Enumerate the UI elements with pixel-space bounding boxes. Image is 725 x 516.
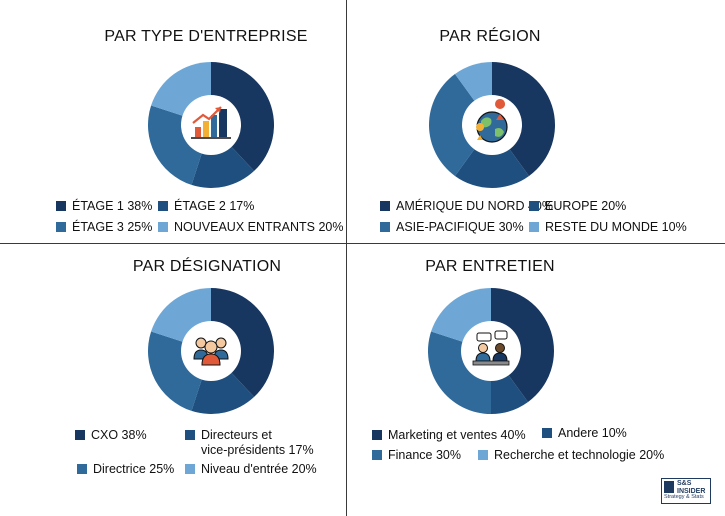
logo-tagline: Strategy & Stats <box>664 494 704 500</box>
brand-logo: S&S INSIDER Strategy & Stats <box>661 478 711 504</box>
vertical-divider <box>346 0 347 516</box>
globe-location-icon <box>476 99 508 143</box>
legend-swatch <box>542 428 552 438</box>
chart-title-type-entreprise: PAR TYPE D'ENTREPRISE <box>104 28 308 45</box>
donut-chart-type-entreprise <box>148 62 274 188</box>
donut-chart-designation <box>148 288 274 414</box>
donut-slice-1 <box>491 288 554 402</box>
legend-swatch <box>529 222 539 232</box>
legend-swatch <box>478 450 488 460</box>
legend-swatch <box>56 201 66 211</box>
legend-label: Finance 30% <box>388 448 461 462</box>
legend-label: Recherche et technologie 20% <box>494 448 665 462</box>
chart-title-region: PAR RÉGION <box>439 28 541 45</box>
legend-label: EUROPE 20% <box>545 199 627 213</box>
legend-swatch <box>185 430 195 440</box>
donut-slice-1 <box>492 62 555 176</box>
horizontal-divider <box>0 243 725 244</box>
logo-emblem <box>664 481 674 493</box>
donut-chart-entretien <box>428 288 554 414</box>
legend-label: CXO 38% <box>91 428 147 442</box>
donut-chart-region <box>429 62 555 188</box>
legend-label: ÉTAGE 3 25% <box>72 220 153 234</box>
donut-slice-1 <box>211 288 274 397</box>
legend-label: RESTE DU MONDE 10% <box>545 220 687 234</box>
donut-slice-2 <box>454 125 530 188</box>
legend-label: ÉTAGE 2 17% <box>174 199 255 213</box>
legend-swatch <box>380 201 390 211</box>
legend-label-line: Directeurs et <box>201 428 272 442</box>
legend-swatch <box>372 450 382 460</box>
legend-label: Niveau d'entrée 20% <box>201 462 317 476</box>
legend-label: ÉTAGE 1 38% <box>72 199 153 213</box>
interview-icon <box>472 330 510 366</box>
chart-title-entretien: PAR ENTRETIEN <box>425 258 555 275</box>
legend-label: ASIE-PACIFIQUE 30% <box>396 220 524 234</box>
legend-swatch <box>185 464 195 474</box>
legend-label: AMÉRIQUE DU NORD 40% <box>396 199 553 213</box>
legend-label: Andere 10% <box>558 426 627 440</box>
legend-label: Directrice 25% <box>93 462 175 476</box>
logo-mark: S&S INSIDER <box>677 480 706 495</box>
people-group-icon <box>193 337 229 366</box>
legend-swatch <box>158 222 168 232</box>
chart-title-designation: PAR DÉSIGNATION <box>132 258 282 275</box>
donut-slice-1 <box>211 62 274 171</box>
legend-swatch <box>56 222 66 232</box>
legend-label: Directeurs et vice-présidents 17% <box>201 428 314 458</box>
legend-swatch <box>75 430 85 440</box>
legend-swatch <box>77 464 87 474</box>
legend-label-line: vice-présidents 17% <box>201 443 314 457</box>
legend-swatch <box>529 201 539 211</box>
donut-hole <box>461 321 521 381</box>
legend-swatch <box>158 201 168 211</box>
legend-label: NOUVEAUX ENTRANTS 20% <box>174 220 344 234</box>
legend-swatch <box>380 222 390 232</box>
legend-label: Marketing et ventes 40% <box>388 428 526 442</box>
donut-slice-3 <box>429 74 492 176</box>
business-growth-icon <box>191 106 231 139</box>
legend-swatch <box>372 430 382 440</box>
